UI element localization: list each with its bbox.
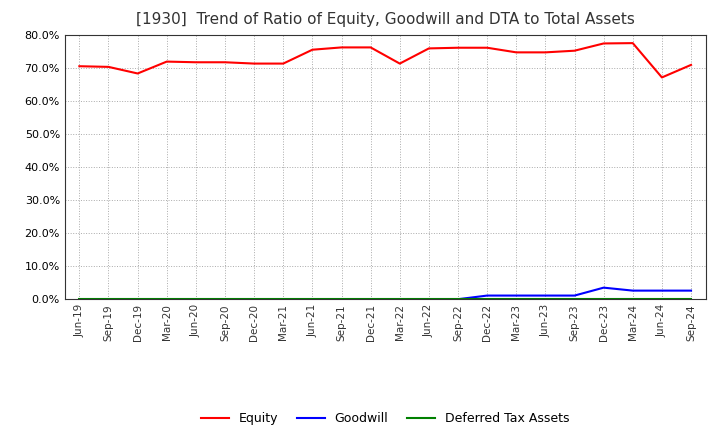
Deferred Tax Assets [657,297,666,302]
Goodwill [163,297,171,302]
Equity [366,45,375,50]
Line: Goodwill: Goodwill [79,288,691,299]
Deferred Tax Assets [395,297,404,302]
Deferred Tax Assets [192,297,200,302]
Equity [308,47,317,52]
Deferred Tax Assets [512,297,521,302]
Deferred Tax Assets [454,297,462,302]
Deferred Tax Assets [104,297,113,302]
Goodwill [75,297,84,302]
Goodwill [337,297,346,302]
Deferred Tax Assets [687,297,696,302]
Goodwill [104,297,113,302]
Equity [657,75,666,80]
Deferred Tax Assets [163,297,171,302]
Deferred Tax Assets [570,297,579,302]
Goodwill [279,297,287,302]
Equity [104,64,113,70]
Goodwill [454,297,462,302]
Equity [570,48,579,53]
Deferred Tax Assets [337,297,346,302]
Goodwill [483,293,492,298]
Goodwill [395,297,404,302]
Deferred Tax Assets [220,297,229,302]
Deferred Tax Assets [629,297,637,302]
Deferred Tax Assets [250,297,258,302]
Deferred Tax Assets [425,297,433,302]
Equity [599,41,608,46]
Goodwill [250,297,258,302]
Equity [425,46,433,51]
Equity [687,62,696,67]
Deferred Tax Assets [75,297,84,302]
Goodwill [687,288,696,293]
Equity [337,45,346,50]
Goodwill [512,293,521,298]
Equity [541,50,550,55]
Goodwill [629,288,637,293]
Goodwill [570,293,579,298]
Equity [483,45,492,50]
Equity [512,50,521,55]
Equity [75,63,84,69]
Deferred Tax Assets [366,297,375,302]
Goodwill [599,285,608,290]
Deferred Tax Assets [308,297,317,302]
Equity [454,45,462,50]
Equity [163,59,171,64]
Title: [1930]  Trend of Ratio of Equity, Goodwill and DTA to Total Assets: [1930] Trend of Ratio of Equity, Goodwil… [136,12,634,27]
Goodwill [308,297,317,302]
Line: Equity: Equity [79,43,691,77]
Goodwill [192,297,200,302]
Goodwill [133,297,142,302]
Equity [279,61,287,66]
Equity [250,61,258,66]
Equity [192,59,200,65]
Deferred Tax Assets [279,297,287,302]
Goodwill [425,297,433,302]
Goodwill [657,288,666,293]
Deferred Tax Assets [483,297,492,302]
Equity [220,59,229,65]
Legend: Equity, Goodwill, Deferred Tax Assets: Equity, Goodwill, Deferred Tax Assets [197,407,574,430]
Deferred Tax Assets [133,297,142,302]
Deferred Tax Assets [541,297,550,302]
Equity [133,71,142,76]
Equity [395,61,404,66]
Equity [629,40,637,46]
Goodwill [220,297,229,302]
Goodwill [366,297,375,302]
Deferred Tax Assets [599,297,608,302]
Goodwill [541,293,550,298]
